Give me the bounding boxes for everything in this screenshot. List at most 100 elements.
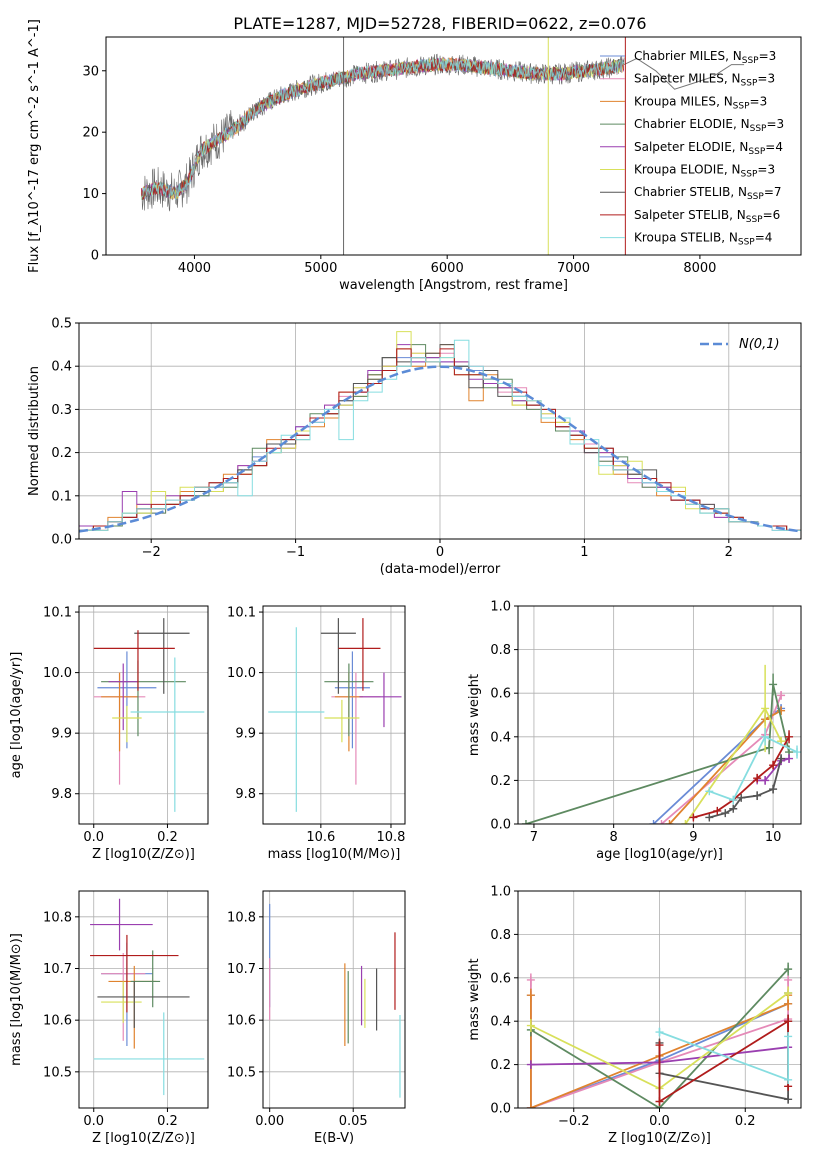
y-tick-label: 10.1: [43, 606, 72, 621]
weight-marker: [737, 793, 746, 802]
normal-curve: [79, 365, 801, 533]
legend-nssp-subscript: SSP: [748, 147, 765, 157]
legend-nssp-subscript: SSP: [738, 238, 755, 248]
x-tick-label: −0.2: [558, 1114, 590, 1129]
legend-nssp-prefix: , N: [729, 208, 746, 222]
x-axis-label: wavelength [Angstrom, rest frame]: [339, 278, 568, 293]
legend-label: Kroupa ELODIE, NSSP=3: [634, 163, 775, 180]
y-tick-label: 10.6: [43, 1014, 72, 1029]
legend-model-name: Salpeter ELODIE: [634, 140, 732, 154]
weight-vs-metallicity-panel: −0.2 0.0 0.2 0.0 0.2 0.4 0.6 0.8 1.0 Z [log10(Z/Z…: [467, 885, 802, 1146]
weight-vs-age-panel: 7 8 9 10 0.0 0.2 0.4 0.6 0.8 1.0 age [log10(age/yr…: [467, 600, 802, 862]
legend-label: Salpeter ELODIE, NSSP=4: [634, 140, 783, 157]
legend-nssp-value: 3: [769, 49, 777, 63]
weight-marker: [655, 1097, 664, 1106]
weight-marker: [655, 1041, 664, 1050]
legend-equals: =: [763, 208, 773, 222]
age-vs-metallicity-panel: 0.0 0.2 9.8 9.9 10.0 10.1 Z [log10(Z/Z⊙)] age […: [9, 605, 209, 862]
y-tick-label: 0.6: [490, 687, 511, 702]
grid: [263, 891, 405, 1108]
weight-marker: [526, 975, 535, 984]
x-tick-label: 0.05: [339, 1114, 368, 1129]
weight-marker: [526, 991, 535, 1000]
weight-marker: [784, 1017, 793, 1026]
axes-frame: −0.2 0.0 0.2 0.0 0.2 0.4 0.6 0.8 1.0 Z [log10(Z/Z…: [467, 885, 802, 1146]
x-tick-label: 6000: [431, 261, 464, 276]
plot-area: [521, 664, 801, 824]
y-tick-label: 0.4: [51, 360, 72, 375]
legend-equals: =: [759, 49, 769, 63]
weight-line: [530, 968, 789, 1108]
legend-nssp-value: 4: [775, 140, 783, 154]
y-tick-label: 10.5: [227, 1065, 256, 1080]
legend-nssp-value: 4: [765, 231, 773, 245]
axes-frame: 0.0 0.2 10.5 10.6 10.7 10.8 Z [log10(Z/Z⊙)] mas…: [9, 890, 209, 1146]
weight-marker: [526, 1021, 535, 1030]
legend-nssp-subscript: SSP: [742, 56, 759, 66]
legend-nssp-prefix: , N: [721, 231, 738, 245]
y-tick-label: 10.0: [43, 666, 72, 681]
legend-nssp-subscript: SSP: [750, 124, 767, 134]
legend-label: Chabrier MILES, NSSP=3: [634, 49, 776, 66]
plot-area: [269, 903, 401, 1098]
weight-line: [525, 684, 790, 824]
weight-marker: [729, 804, 738, 813]
weight-marker: [521, 820, 530, 824]
mass-vs-metallicity-panel: 0.0 0.2 10.5 10.6 10.7 10.8 Z [log10(Z/Z⊙)] mas…: [9, 890, 209, 1146]
axes-border: [78, 605, 209, 825]
weight-line: [652, 707, 782, 824]
plot-area: [268, 618, 402, 812]
x-axis-label: Z [log10(Z/Z⊙)]: [608, 1131, 711, 1146]
weight-marker: [761, 732, 770, 741]
y-tick-label: 0.6: [490, 971, 511, 986]
weight-marker: [784, 999, 793, 1008]
x-axis-label: E(B-V): [314, 1131, 354, 1146]
x-tick-label: 10: [765, 830, 782, 845]
y-tick-label: 0.8: [490, 928, 511, 943]
weight-marker: [793, 748, 801, 757]
x-axis-label: Z [log10(Z/Z⊙)]: [92, 847, 195, 862]
y-tick-label: 0.2: [490, 774, 511, 789]
weight-marker: [777, 691, 786, 700]
legend-label: Salpeter MILES, NSSP=3: [634, 72, 775, 89]
y-tick-label: 1.0: [490, 885, 511, 900]
weight-marker: [784, 1032, 793, 1041]
x-axis-label: age [log10(age/yr)]: [596, 847, 723, 862]
x-tick-label: 7000: [557, 261, 590, 276]
legend-model-name: Kroupa ELODIE: [634, 163, 724, 177]
y-tick-label: 0.1: [51, 489, 72, 504]
x-axis-label: (data-model)/error: [380, 562, 501, 577]
grid: [263, 606, 405, 824]
weight-marker: [655, 1028, 664, 1037]
legend-nssp-prefix: , N: [724, 72, 741, 86]
x-tick-label: 5000: [304, 261, 337, 276]
y-tick-label: 0: [91, 249, 99, 264]
y-tick-label: 10.8: [227, 910, 256, 925]
legend-equals: =: [755, 231, 765, 245]
legend-nssp-subscript: SSP: [747, 192, 764, 202]
legend-model-name: Kroupa STELIB: [634, 231, 721, 245]
weight-marker: [785, 732, 794, 741]
legend-label: Kroupa STELIB, NSSP=4: [634, 231, 772, 248]
axes-border: [262, 605, 406, 825]
legend-nssp-value: 7: [774, 185, 782, 199]
grid: [79, 606, 208, 824]
x-tick-label: 7: [530, 830, 538, 845]
legend-nssp-value: 3: [760, 94, 768, 108]
weight-marker: [761, 704, 770, 713]
legend-nssp-value: 3: [767, 72, 775, 86]
figure-title: PLATE=1287, MJD=52728, FIBERID=0622, z=0…: [233, 14, 646, 33]
legend-nssp-prefix: , N: [733, 117, 750, 131]
legend-label: Chabrier STELIB, NSSP=7: [634, 185, 782, 202]
weight-marker: [784, 1095, 793, 1104]
legend-equals: =: [750, 94, 760, 108]
weight-marker: [681, 820, 690, 824]
y-axis-label: mass [log10(M/M⊙)]: [9, 933, 24, 1066]
legend-nssp-value: 6: [773, 208, 781, 222]
y-tick-label: 9.8: [235, 787, 256, 802]
y-tick-label: 10: [82, 187, 99, 202]
legend-nssp-value: 3: [777, 117, 785, 131]
model-tail: [623, 57, 745, 90]
y-tick-label: 1.0: [490, 600, 511, 615]
